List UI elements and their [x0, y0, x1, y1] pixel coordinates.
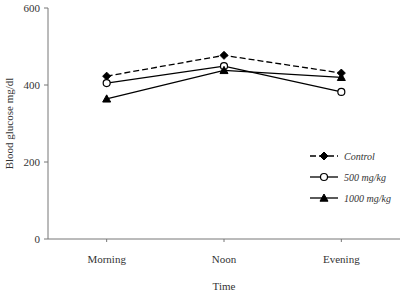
point [103, 72, 111, 80]
x-tick-label: Morning [87, 253, 126, 265]
legend-label: 1000 mg/kg [344, 193, 391, 204]
x-tick [341, 239, 342, 242]
point [103, 80, 110, 87]
y-tick-label: 400 [24, 79, 41, 91]
y-tick-label: 200 [24, 156, 41, 168]
x-tick-label: Noon [212, 253, 237, 265]
point [220, 51, 228, 59]
y-axis-title: Blood glucose mg/dl [3, 78, 15, 170]
series-line [107, 66, 342, 92]
point [103, 95, 111, 102]
plot-area [103, 51, 346, 102]
x-tick [106, 239, 107, 242]
legend-label: 500 mg/kg [344, 172, 386, 183]
x-axis-title: Time [213, 280, 236, 292]
legend-marker [320, 152, 328, 160]
series-line [107, 70, 342, 98]
y-tick [44, 239, 48, 240]
legend-label: Control [344, 151, 375, 162]
y-tick [44, 8, 48, 9]
x-tick-label: Evening [323, 253, 360, 265]
y-tick-label: 600 [24, 2, 41, 14]
chart: 0 200 400 600 Morning Noon Evening Time Blood gl… [0, 0, 412, 294]
y-axis [48, 8, 49, 239]
y-tick-label: 0 [35, 233, 41, 245]
point [338, 88, 345, 95]
legend-marker [320, 194, 328, 201]
x-tick [224, 239, 225, 242]
y-tick [44, 85, 48, 86]
point [220, 66, 228, 73]
legend-marker [321, 174, 328, 181]
y-tick [44, 162, 48, 163]
point [337, 73, 345, 80]
legend: Control 500 mg/kg 1000 mg/kg [310, 151, 391, 204]
